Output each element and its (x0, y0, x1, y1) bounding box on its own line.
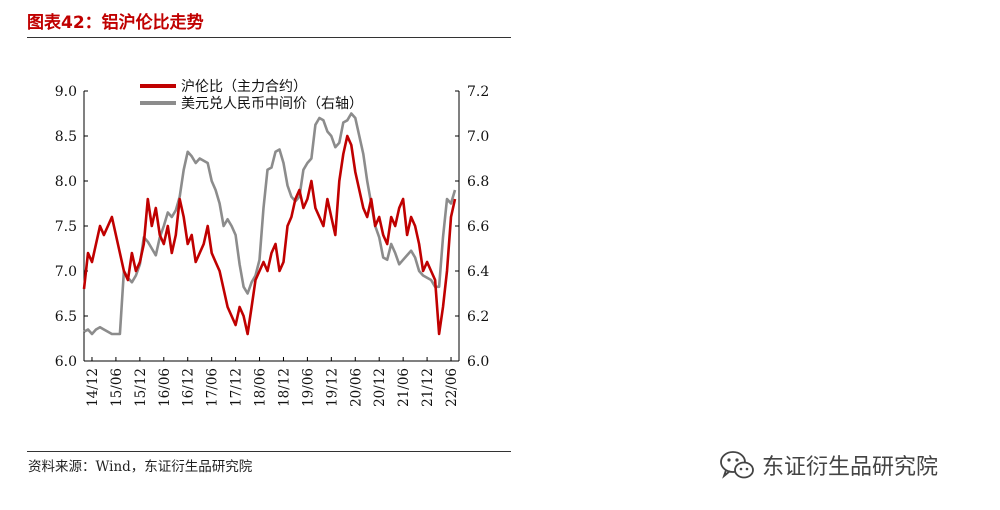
right-y-tick-label: 6.2 (467, 309, 489, 325)
left-y-tick-label: 9.0 (55, 84, 77, 100)
x-tick-label: 17/06 (205, 368, 221, 407)
left-y-tick-label: 8.5 (55, 129, 77, 145)
x-tick-label: 19/12 (324, 368, 340, 407)
x-tick-label: 16/12 (181, 368, 197, 407)
series-lines (82, 112, 457, 336)
shfe-lme-ratio-line (82, 134, 457, 336)
figure-title: 图表42：铝沪伦比走势 (27, 13, 204, 33)
tick-labels: 6.0 6.5 7.0 7.5 8.0 8.5 9.0 6.0 6.2 6.4 6.6 6.8 7.0 7… (55, 84, 490, 407)
x-tick-label: 20/06 (348, 368, 364, 407)
right-y-tick-label: 6.4 (467, 264, 489, 280)
top-rule (27, 37, 511, 38)
x-tick-label: 15/12 (133, 368, 149, 407)
x-tick-label: 14/12 (85, 368, 101, 407)
legend-label: 沪伦比（主力合约） (181, 79, 307, 95)
usdcny-line (83, 112, 457, 336)
right-y-tick-label: 6.8 (467, 174, 489, 190)
right-y-tick-label: 6.0 (467, 354, 489, 370)
legend: 沪伦比（主力合约）美元兑人民币中间价（右轴） (140, 79, 363, 112)
right-y-tick-label: 7.0 (467, 129, 489, 145)
x-tick-label: 22/06 (444, 368, 460, 407)
left-y-tick-label: 7.5 (55, 219, 77, 235)
x-tick-label: 19/06 (300, 368, 316, 407)
x-tick-label: 16/06 (157, 368, 173, 407)
left-y-tick-label: 8.0 (55, 174, 77, 190)
wechat-icon (720, 451, 754, 479)
x-tick-label: 17/12 (229, 368, 245, 407)
x-tick-label: 21/06 (396, 368, 412, 407)
left-y-tick-label: 6.5 (55, 309, 77, 325)
right-y-tick-label: 7.2 (467, 84, 489, 100)
left-y-tick-label: 6.0 (55, 354, 77, 370)
watermark-text: 东证衍生品研究院 (762, 455, 939, 480)
x-tick-label: 18/12 (276, 368, 292, 407)
watermark: 东证衍生品研究院 (718, 448, 938, 482)
x-tick-label: 21/12 (420, 368, 436, 407)
right-y-tick-label: 6.6 (467, 219, 489, 235)
x-tick-label: 15/06 (109, 368, 125, 407)
bottom-rule (27, 451, 511, 452)
x-tick-label: 18/06 (253, 368, 269, 407)
x-tick-label: 20/12 (372, 368, 388, 407)
axes (83, 90, 460, 362)
legend-label: 美元兑人民币中间价（右轴） (181, 96, 363, 112)
left-y-tick-label: 7.0 (55, 264, 77, 280)
source-note: 资料来源：Wind，东证衍生品研究院 (28, 459, 253, 475)
chart: 6.0 6.5 7.0 7.5 8.0 8.5 9.0 6.0 6.2 6.4 6.6 6.8 7.0 7… (55, 79, 490, 407)
